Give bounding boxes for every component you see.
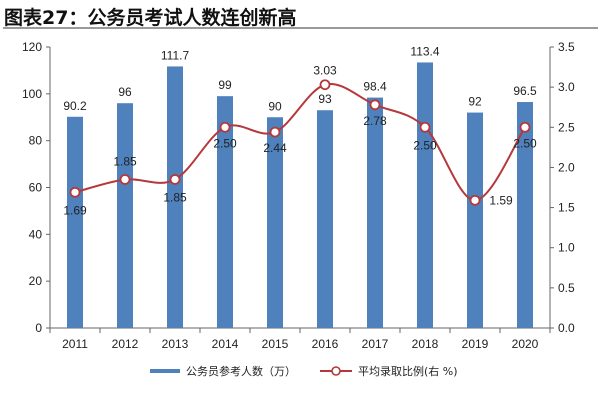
- right-tick-label: 1.0: [558, 241, 575, 255]
- line-data-label: 1.85: [113, 154, 137, 168]
- right-tick-label: 1.5: [558, 201, 575, 215]
- ratio-point-2013: [169, 174, 181, 185]
- ratio-point-2017: [369, 99, 381, 111]
- ratio-point-2019: [469, 194, 481, 206]
- bar-2016: [317, 110, 333, 328]
- x-tick-label: 2014: [212, 337, 239, 351]
- ratio-point-2015: [269, 126, 281, 138]
- bar-data-label: 90: [268, 99, 282, 113]
- x-tick-label: 2015: [262, 337, 289, 351]
- x-tick-label: 2016: [312, 337, 339, 351]
- bar-2019: [467, 112, 483, 328]
- chart-title: 图表27：公务员考试人数连创新高: [4, 7, 297, 29]
- left-tick-label: 120: [22, 40, 42, 54]
- line-data-label: 2.44: [263, 141, 287, 155]
- bar-data-label: 90.2: [63, 99, 87, 113]
- left-tick-label: 100: [22, 87, 42, 101]
- x-tick-label: 2012: [112, 337, 139, 351]
- x-tick-label: 2011: [62, 337, 88, 351]
- line-data-label: 2.50: [513, 136, 537, 150]
- x-tick-label: 2019: [462, 337, 489, 351]
- bar-data-label: 99: [218, 78, 232, 92]
- bar-data-label: 96.5: [513, 84, 537, 98]
- line-data-label: 1.85: [163, 190, 187, 204]
- line-data-label: 2.78: [363, 114, 387, 128]
- legend-bar-label: 公务员参考人数（万）: [186, 364, 296, 378]
- legend-line-label: 平均录取比例(右 %): [358, 364, 458, 378]
- line-data-label: 3.03: [313, 64, 337, 78]
- bar-2018: [417, 62, 433, 329]
- ratio-point-2016: [319, 79, 331, 91]
- left-tick-label: 60: [29, 181, 43, 195]
- right-tick-label: 0.5: [558, 281, 575, 295]
- right-tick-label: 3.0: [558, 80, 575, 94]
- ratio-point-2011: [69, 186, 81, 198]
- ratio-point-2020: [519, 121, 531, 133]
- line-data-label: 1.69: [63, 203, 87, 217]
- bar-data-label: 111.7: [161, 48, 190, 62]
- bar-2011: [67, 116, 83, 328]
- right-tick-label: 0.0: [558, 321, 575, 335]
- line-data-label: 2.50: [213, 136, 237, 150]
- bar-2014: [217, 96, 233, 328]
- ratio-line: [74, 83, 526, 202]
- x-tick-label: 2013: [162, 337, 189, 351]
- ratio-point-2018: [419, 121, 431, 133]
- left-tick-label: 0: [35, 321, 42, 335]
- ratio-point-2014: [219, 121, 231, 133]
- bar-data-label: 96: [118, 85, 132, 99]
- x-tick-label: 2018: [412, 337, 439, 351]
- bar-data-label: 92: [468, 95, 482, 109]
- bar-data-label: 93: [318, 92, 332, 106]
- legend-line-marker: [331, 366, 341, 376]
- left-tick-label: 80: [29, 134, 43, 148]
- right-tick-label: 3.5: [558, 40, 575, 54]
- legend-bar-swatch: [150, 369, 180, 373]
- bar-data-label: 113.4: [410, 44, 439, 58]
- bar-2015: [267, 117, 283, 328]
- left-tick-label: 20: [29, 274, 43, 288]
- line-data-label: 2.50: [413, 138, 437, 152]
- line-data-label: 1.59: [489, 193, 513, 207]
- right-tick-label: 2.0: [558, 160, 575, 174]
- bar-2020: [517, 102, 533, 328]
- right-tick-label: 2.5: [558, 120, 575, 134]
- bar-data-label: 98.4: [363, 80, 387, 94]
- bar-2017: [367, 97, 383, 328]
- left-tick-label: 40: [29, 227, 43, 241]
- bar-2012: [117, 103, 133, 328]
- x-tick-label: 2020: [512, 337, 539, 351]
- ratio-point-2012: [119, 174, 131, 185]
- x-tick-label: 2017: [362, 337, 389, 351]
- bar-2013: [167, 66, 183, 328]
- title-divider: [3, 27, 598, 29]
